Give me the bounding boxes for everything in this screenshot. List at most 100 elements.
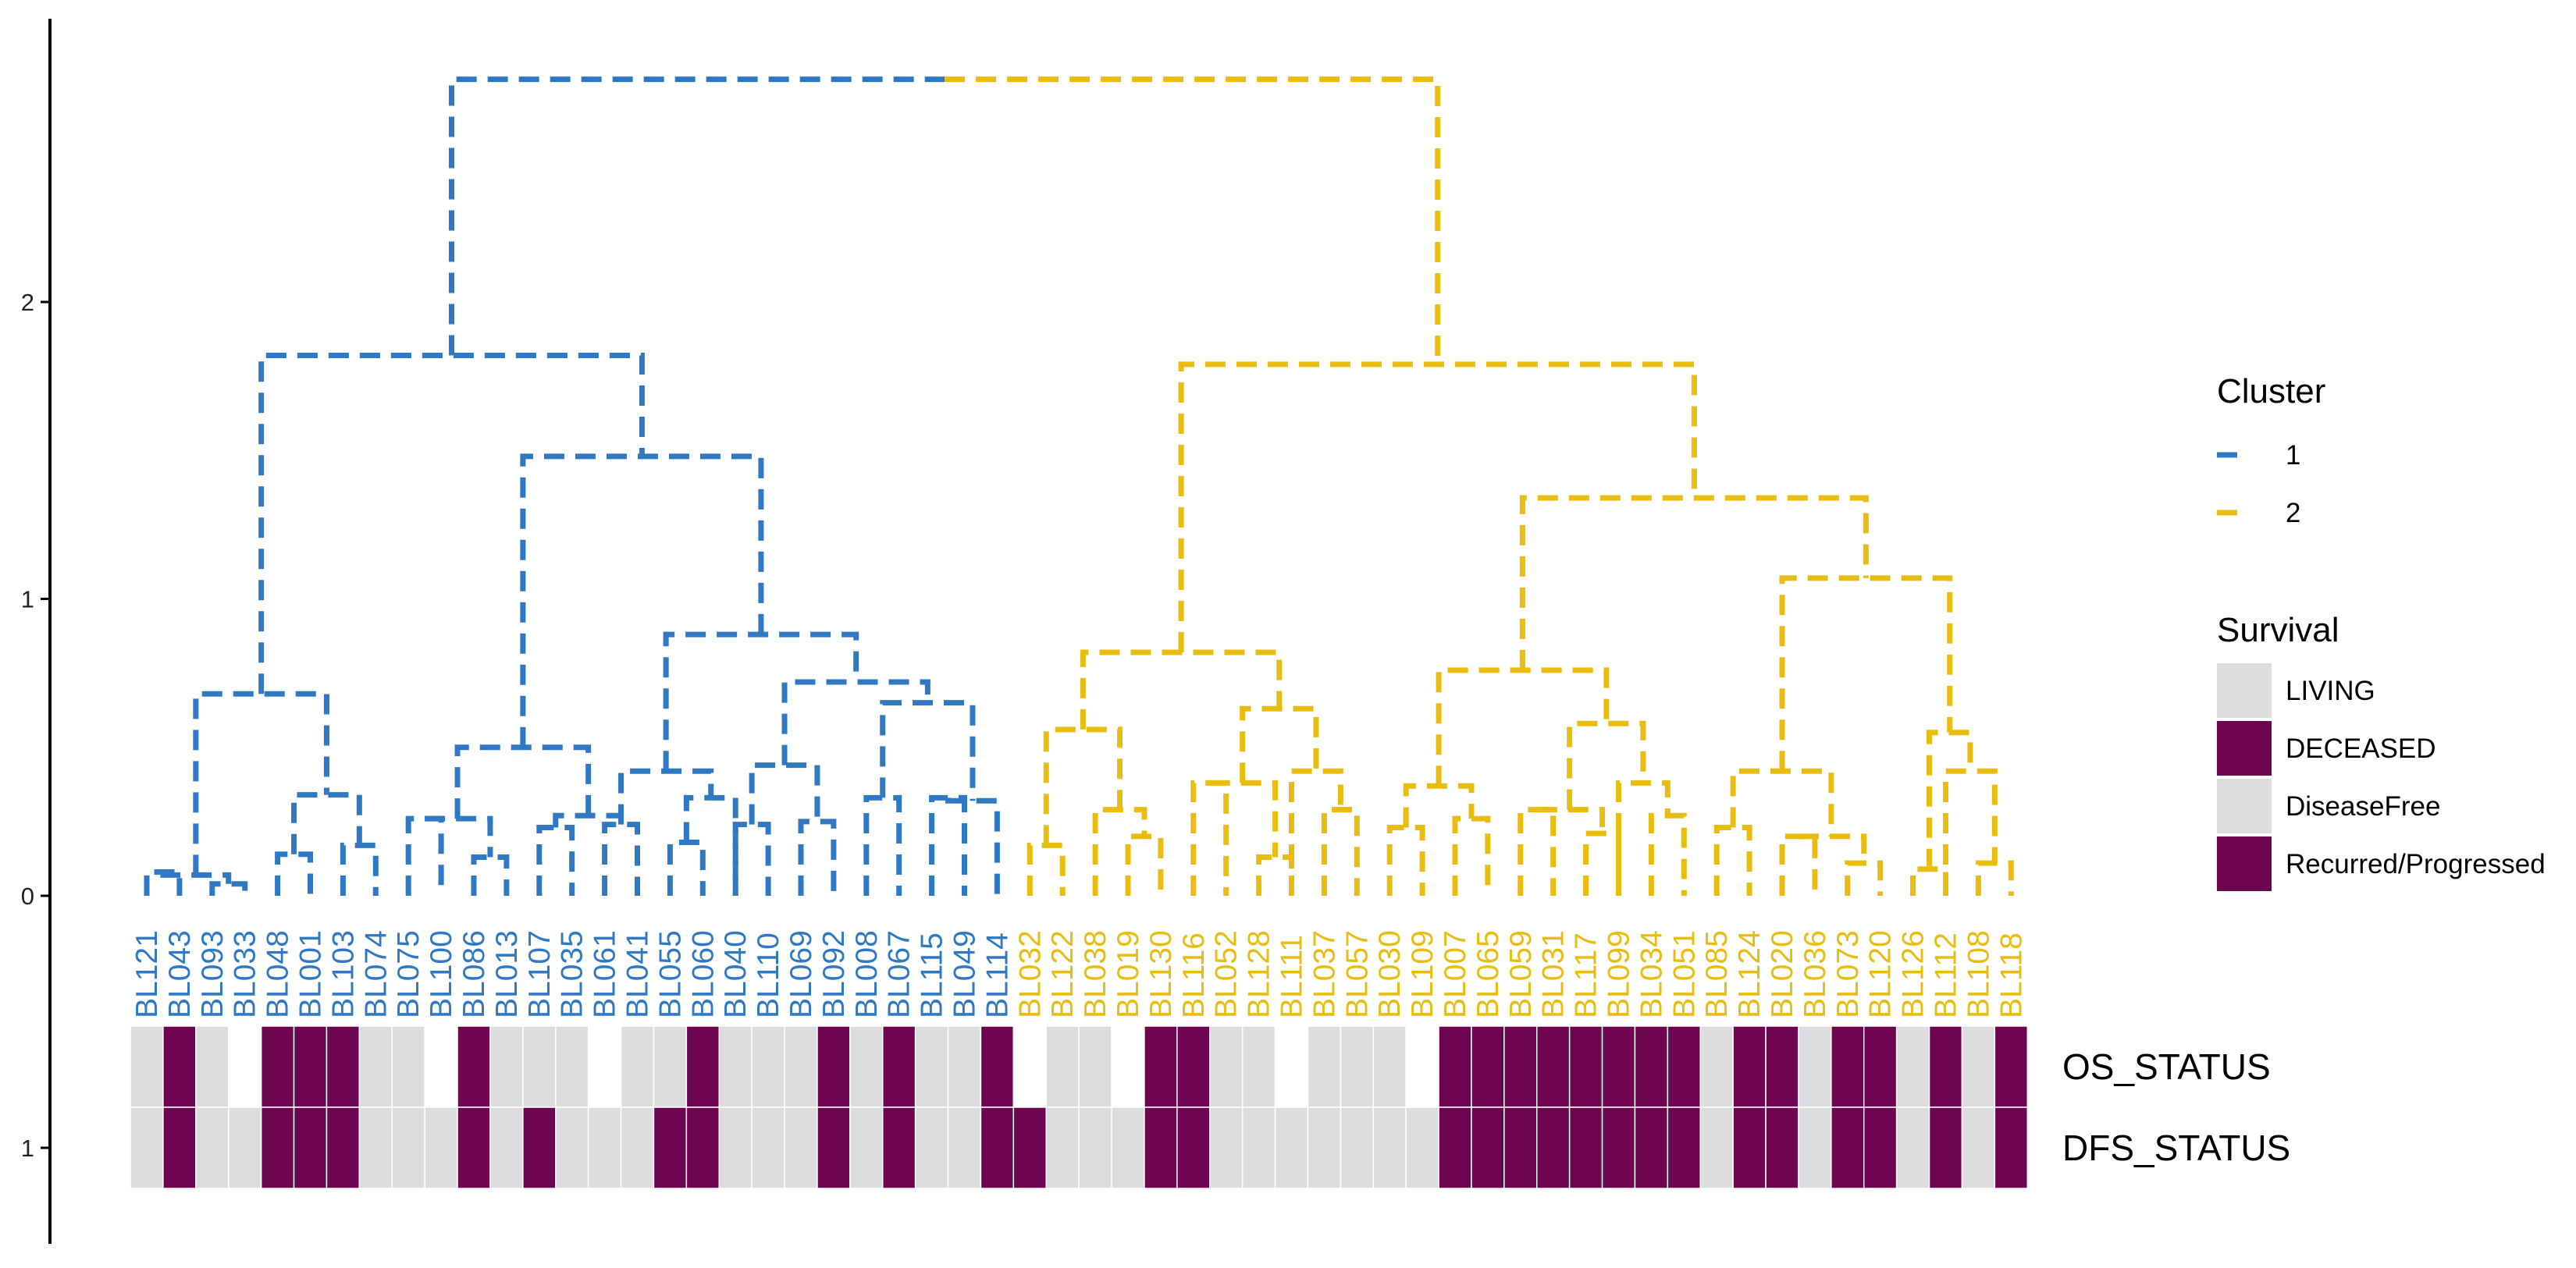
- leaf-label: BL031: [1537, 930, 1571, 1018]
- dendrogram-link: [1910, 866, 1948, 896]
- track-labels: OS_STATUS DFS_STATUS: [2062, 1046, 2290, 1168]
- dendrogram-link: [1648, 812, 1687, 896]
- annotation-cell: [358, 1106, 393, 1189]
- annotation-cell: [882, 1106, 916, 1189]
- dendrogram-link: [520, 453, 764, 748]
- annotation-cell: [1798, 1106, 1832, 1189]
- legend-survival-label: DiseaseFree: [2286, 791, 2440, 822]
- leaf-label: BL057: [1340, 930, 1374, 1018]
- y-axis-tick-label: 1: [21, 586, 34, 613]
- annotation-cell: [260, 1106, 295, 1189]
- leaf-label: BL116: [1177, 932, 1211, 1018]
- dendrogram-link: [1080, 649, 1283, 730]
- leaf-label: BL030: [1373, 930, 1407, 1018]
- annotation-cell: [1045, 1106, 1080, 1189]
- legend-cluster-title: Cluster: [2217, 372, 2325, 410]
- dendrogram-link: [602, 822, 640, 896]
- annotation-cell: [1863, 1106, 1898, 1189]
- annotation-cell: [653, 1025, 688, 1108]
- legend-cluster-label: 2: [2286, 498, 2300, 528]
- annotation-cell: [1111, 1025, 1145, 1108]
- leaf-label: BL032: [1013, 930, 1047, 1018]
- annotation-cell: [882, 1025, 916, 1108]
- annotation-cell: [489, 1106, 524, 1189]
- annotation-cell: [1405, 1106, 1439, 1189]
- annotation-cell: [1274, 1025, 1309, 1108]
- leaf-label: BL107: [523, 930, 557, 1018]
- dendrogram-link: [291, 792, 362, 854]
- leaf-label: BL130: [1144, 930, 1178, 1018]
- dendrogram-link: [193, 691, 329, 876]
- annotation-cell: [1699, 1025, 1734, 1108]
- dendrogram-link: [454, 744, 592, 819]
- dendrogram-link: [683, 794, 738, 896]
- annotation-cell: [555, 1106, 589, 1189]
- leaf-label: BL051: [1667, 930, 1701, 1018]
- annotation-cell: [1732, 1106, 1767, 1189]
- leaf-label: BL041: [621, 930, 655, 1018]
- dendrogram-link: [1779, 575, 1953, 772]
- leaf-label: BL035: [556, 930, 589, 1018]
- dendrogram-link: [618, 768, 714, 825]
- leaf-label: BL036: [1799, 930, 1832, 1018]
- legend-survival-label: DECEASED: [2286, 733, 2436, 764]
- annotation-cell: [1961, 1025, 1996, 1108]
- dendrogram-link: [929, 794, 967, 896]
- leaf-label: BL122: [1046, 930, 1080, 1018]
- leaf-label: BL059: [1504, 930, 1538, 1018]
- annotation-cell: [1241, 1025, 1276, 1108]
- leaf-label: BL040: [719, 930, 753, 1018]
- annotation-cell: [293, 1106, 328, 1189]
- dendrogram-link: [880, 700, 976, 801]
- annotation-cell: [457, 1106, 491, 1189]
- legend-cluster-label: 1: [2286, 440, 2300, 471]
- annotation-cell: [1994, 1106, 2029, 1189]
- track-label: DFS_STATUS: [2062, 1128, 2290, 1168]
- dendrogram-link: [536, 824, 575, 896]
- annotation-cell: [326, 1025, 361, 1108]
- leaf-label: BL074: [359, 930, 393, 1018]
- annotation-cell: [1405, 1025, 1439, 1108]
- annotation-cell: [326, 1106, 361, 1189]
- annotation-cell: [685, 1106, 720, 1189]
- annotation-cell: [130, 1106, 164, 1189]
- leaf-label: BL126: [1897, 930, 1930, 1018]
- annotation-cell: [555, 1025, 589, 1108]
- annotation-cell: [685, 1025, 720, 1108]
- leaf-label: BL020: [1766, 930, 1799, 1018]
- dendrogram-link: [1026, 842, 1066, 896]
- annotation-cell: [195, 1025, 229, 1108]
- dendrogram-link: [1519, 495, 1869, 670]
- leaf-label: BL109: [1406, 930, 1439, 1018]
- annotation-cell: [1307, 1025, 1342, 1108]
- annotation-cell: [1241, 1106, 1276, 1189]
- annotation-cell: [1012, 1025, 1047, 1108]
- annotation-cell: [718, 1106, 753, 1189]
- annotation-cell: [391, 1025, 425, 1108]
- annotation-cell: [1078, 1025, 1112, 1108]
- leaf-label: BL038: [1079, 930, 1112, 1018]
- dendrogram-link: [1289, 768, 1343, 896]
- leaf-label: BL117: [1570, 932, 1603, 1018]
- leaf-labels: BL121BL043BL093BL033BL048BL001BL103BL074…: [130, 930, 2028, 1018]
- dendrogram-link: [275, 851, 313, 896]
- leaf-label: BL093: [196, 930, 229, 1018]
- leaf-label: BL103: [326, 930, 360, 1018]
- leaf-label: BL067: [883, 930, 916, 1018]
- leaf-label: BL060: [686, 930, 720, 1018]
- annotation-cell: [1503, 1106, 1538, 1189]
- leaf-label: BL013: [490, 930, 524, 1018]
- dendrogram-link: [1190, 780, 1229, 896]
- annotation-cell: [620, 1106, 655, 1189]
- dendrogram-link: [1798, 833, 1867, 864]
- annotation-cell: [293, 1025, 328, 1108]
- annotation-cell: [784, 1106, 818, 1189]
- leaf-label: BL019: [1112, 930, 1145, 1018]
- annotation-cell: [1765, 1025, 1799, 1108]
- annotation-cell: [1471, 1106, 1505, 1189]
- legend-survival-swatch: [2217, 721, 2272, 776]
- annotation-cell: [130, 1025, 164, 1108]
- dendrogram-link: [1927, 730, 1973, 869]
- leaf-label: BL033: [229, 930, 262, 1018]
- dendrogram-link: [1386, 824, 1425, 896]
